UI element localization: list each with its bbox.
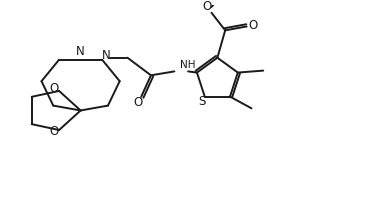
Text: N: N [102, 49, 110, 62]
Text: O: O [50, 125, 59, 138]
Text: O: O [50, 83, 59, 95]
Text: N: N [76, 45, 85, 58]
Text: O: O [248, 19, 257, 32]
Text: S: S [198, 95, 206, 108]
Text: O: O [134, 96, 143, 109]
Text: NH: NH [180, 60, 196, 70]
Text: O: O [202, 0, 211, 13]
